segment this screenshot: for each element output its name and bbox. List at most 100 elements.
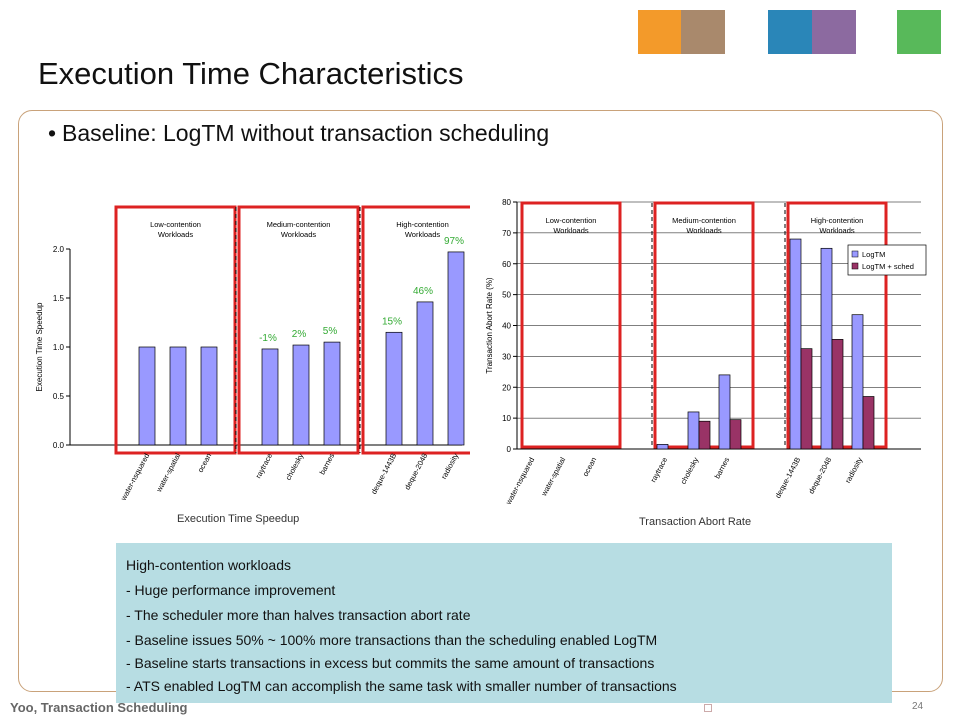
group-label: Workloads: [281, 230, 317, 239]
x-tick-label: deque-1443B: [773, 456, 802, 500]
y-axis-label: Transaction Abort Rate (%): [485, 277, 494, 374]
callout-heading: High-contention workloads: [126, 557, 291, 573]
group-label: Low-contention: [150, 220, 201, 229]
bar: [200, 346, 218, 446]
legend-entry: LogTM: [862, 250, 885, 259]
bar: [656, 444, 669, 450]
group-label: Workloads: [686, 226, 722, 235]
y-tick-label: 80: [502, 198, 511, 207]
footer-logo-icon: [704, 704, 712, 712]
y-tick-label: 2.0: [53, 245, 65, 254]
data-label: 15%: [382, 316, 402, 327]
y-tick-label: 20: [502, 383, 511, 392]
group-highlight-box: [520, 201, 622, 449]
y-tick-label: 10: [502, 414, 511, 423]
group-label: Low-contention: [546, 216, 597, 225]
bar: [416, 301, 434, 446]
y-tick-label: 60: [502, 260, 511, 269]
y-tick-label: 70: [502, 229, 511, 238]
x-tick-label: raytrace: [649, 456, 670, 484]
x-tick-label: deque-2048: [403, 452, 430, 492]
group-highlight-box: [237, 205, 360, 455]
bar: [169, 346, 187, 446]
group-label: Medium-contention: [672, 216, 736, 225]
group-label: High-contention: [396, 220, 449, 229]
group-label: Workloads: [819, 226, 855, 235]
blue-square: [768, 10, 812, 54]
callout-box: High-contention workloads - Huge perform…: [116, 543, 892, 703]
photo-square-2: [812, 10, 856, 54]
bar: [385, 331, 403, 446]
group-highlight-box: [361, 205, 470, 455]
x-tick-label: deque-2048: [807, 456, 834, 496]
group-label: Workloads: [405, 230, 441, 239]
abort-rate-chart: 0 10 20 30 40 50 60 70 80 Transaction Abort Rate …: [485, 198, 927, 507]
speedup-chart: 0.0 0.5 1.0 1.5 2.0 Execution Time Speedup Low…: [35, 205, 470, 503]
x-tick-label: raytrace: [254, 452, 275, 480]
group-label: Medium-contention: [267, 220, 331, 229]
x-tick-label: radiosity: [843, 456, 864, 485]
y-axis-label: Execution Time Speedup: [35, 302, 44, 391]
green-square: [897, 10, 941, 54]
group-highlight-box: [653, 201, 755, 449]
x-tick-label: water-spatial: [539, 455, 568, 498]
callout-line: - Huge performance improvement: [126, 582, 336, 598]
bar: [138, 346, 156, 446]
data-label: 5%: [323, 326, 338, 337]
bar: [729, 419, 742, 450]
bar: [862, 396, 875, 450]
x-tick-label: water-nsquared: [503, 456, 536, 507]
legend-swatch: [851, 262, 859, 270]
x-tick-label: ocean: [581, 456, 599, 478]
bar: [789, 238, 802, 450]
y-tick-label: 0: [507, 445, 512, 454]
bar: [447, 251, 465, 446]
y-tick-label: 1.5: [53, 294, 65, 303]
group-highlight-box: [114, 205, 237, 455]
x-tick-label: water-spatial: [154, 451, 183, 494]
x-tick-label: cholesky: [284, 451, 306, 481]
bar: [831, 339, 844, 450]
group-label: High-contention: [811, 216, 864, 225]
bullet-item: • Baseline: LogTM without transaction sc…: [48, 120, 550, 147]
y-tick-label: 50: [502, 291, 511, 300]
data-label: -1%: [259, 333, 277, 344]
legend-entry: LogTM + sched: [862, 262, 914, 271]
orange-square: [638, 10, 682, 54]
data-label: 46%: [413, 286, 433, 297]
bar: [718, 374, 731, 450]
x-tick-label: cholesky: [679, 455, 701, 485]
x-tick-label: barnes: [318, 451, 337, 476]
y-tick-label: 0.5: [53, 392, 65, 401]
y-tick-label: 1.0: [53, 343, 65, 352]
data-label: 97%: [444, 236, 464, 247]
speedup-chart-caption: Execution Time Speedup: [177, 513, 300, 525]
y-tick-label: 40: [502, 322, 511, 331]
callout-line: - Baseline issues 50% ~ 100% more transa…: [126, 632, 658, 648]
bar: [851, 314, 864, 450]
bar: [323, 341, 341, 446]
bullet-text: Baseline: LogTM without transaction sche…: [62, 120, 550, 146]
y-tick-label: 30: [502, 352, 511, 361]
callout-line: - Baseline starts transactions in excess…: [126, 655, 655, 671]
legend-box: [847, 244, 927, 276]
callout-line: - The scheduler more than halves transac…: [126, 607, 471, 623]
bar: [687, 411, 700, 450]
y-tick-label: 0.0: [53, 441, 65, 450]
callout-line: - ATS enabled LogTM can accomplish the s…: [126, 678, 677, 694]
x-tick-label: water-nsquared: [118, 452, 151, 503]
x-tick-label: deque-1443B: [369, 452, 398, 496]
bar: [800, 348, 813, 450]
x-tick-label: barnes: [713, 455, 732, 480]
group-label: Workloads: [553, 226, 589, 235]
footer-text: Yoo, Transaction Scheduling: [10, 700, 188, 715]
page-number: 24: [912, 701, 924, 712]
slide-title: Execution Time Characteristics: [38, 56, 464, 91]
bar: [292, 344, 310, 446]
photo-square-1: [681, 10, 725, 54]
bar: [698, 420, 711, 450]
legend-swatch: [851, 250, 859, 258]
x-tick-label: ocean: [196, 452, 214, 474]
bar: [820, 247, 833, 450]
bullet-dot-icon: •: [48, 120, 57, 146]
